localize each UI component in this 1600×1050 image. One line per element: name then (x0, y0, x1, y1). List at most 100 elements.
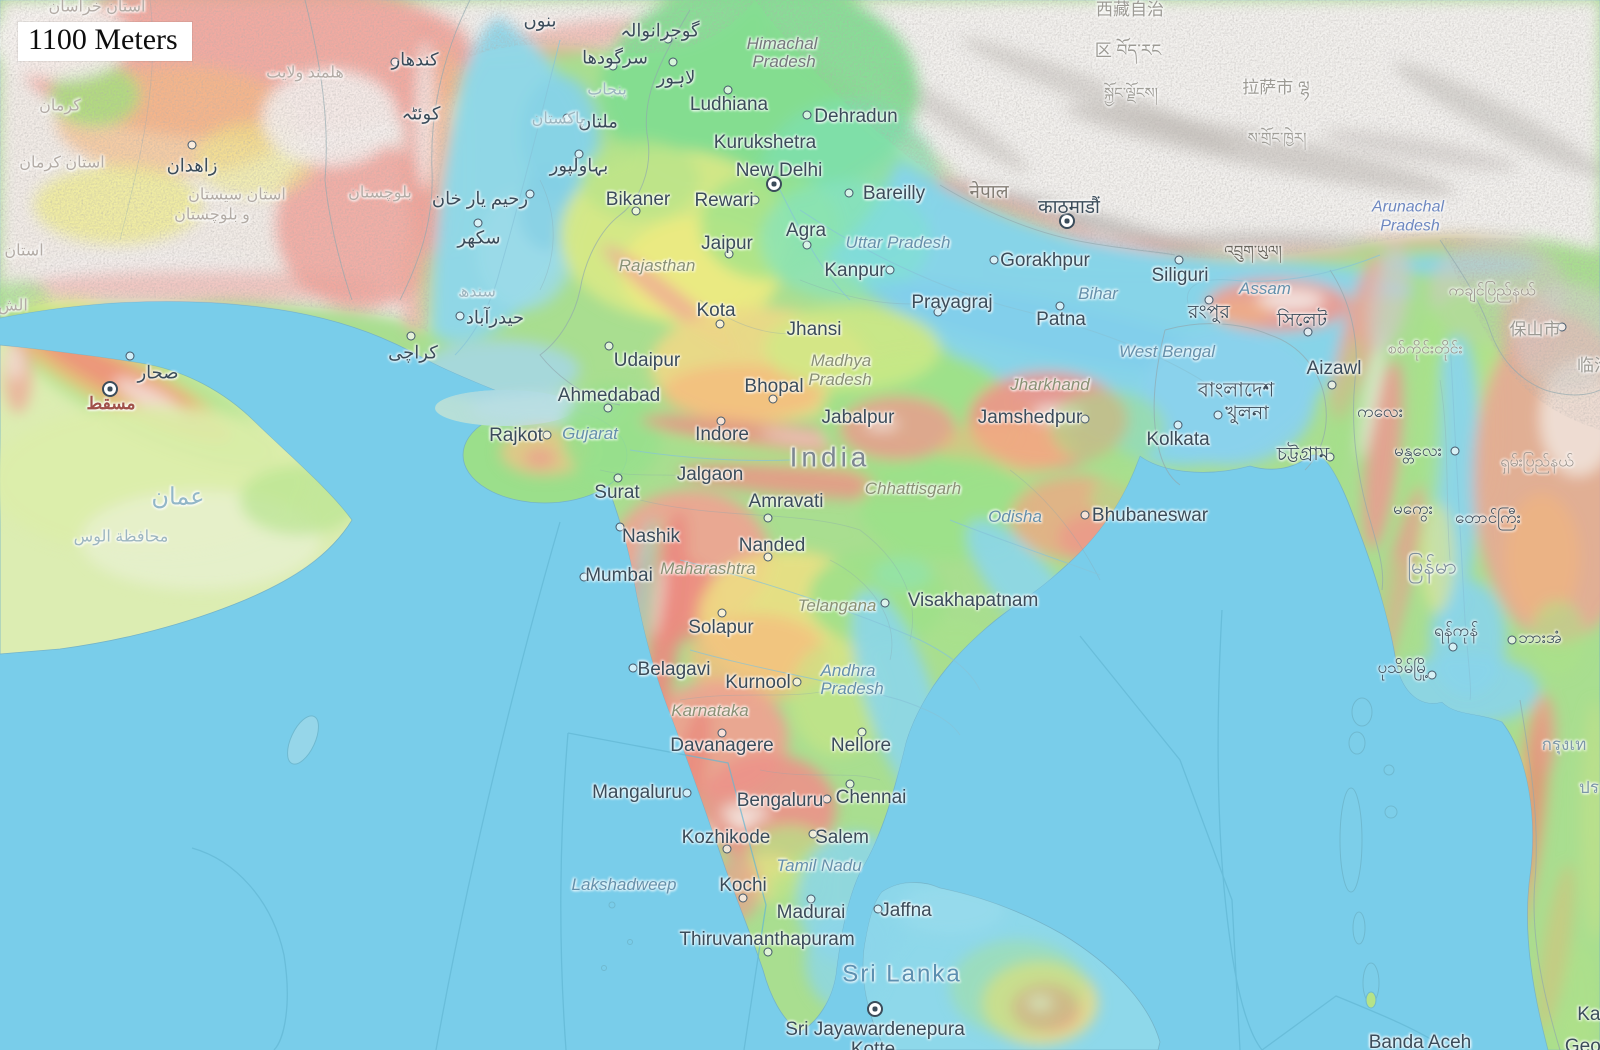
map-label-andhra-2: Pradesh (820, 679, 884, 699)
map-label-kanpur: Kanpur (824, 260, 886, 282)
city-marker-3 (631, 206, 641, 216)
map-label-lakshadweep: Lakshadweep (571, 875, 677, 895)
city-marker-65 (1427, 670, 1437, 680)
city-marker-55 (668, 57, 678, 67)
map-label-jamshedpur: Jamshedpur (977, 407, 1083, 429)
capital-marker-42 (867, 1001, 883, 1017)
map-label-kerman-city: کرمان (39, 97, 81, 115)
map-label-sargodha: سرگودھا (582, 47, 648, 68)
city-marker-14 (604, 341, 614, 351)
map-label-mandalay: မန္တလေး (1394, 441, 1442, 461)
map-label-khulna: খুলনা (1225, 403, 1269, 425)
city-marker-26 (579, 572, 589, 582)
map-label-bikaner: Bikaner (605, 189, 671, 211)
map-label-pr-partial: ปร (1579, 778, 1599, 798)
map-label-nepal: नेपाल (969, 182, 1009, 204)
capital-marker-45 (102, 381, 118, 397)
map-label-agra: Agra (785, 220, 827, 242)
city-marker-54 (406, 331, 416, 341)
map-label-maharashtra: Maharashtra (660, 559, 756, 579)
map-label-lincang: 临沧 (1577, 356, 1600, 376)
map-label-madhya-2: Pradesh (808, 370, 872, 390)
city-marker-37 (808, 829, 818, 839)
map-label-nanded: Nanded (738, 535, 806, 557)
map-label-telangana: Telangana (797, 596, 877, 616)
city-marker-51 (525, 189, 535, 199)
map-label-chhattisgarh: Chhattisgarh (864, 479, 962, 499)
city-marker-5 (844, 188, 854, 198)
map-label-lahore: لاہور (656, 67, 696, 88)
map-label-nashik: Nashik (621, 526, 681, 548)
city-marker-16 (603, 403, 613, 413)
map-label-sri-jayawardenepura: Sri Jayawardenepura (785, 1019, 965, 1041)
map-label-visakhapatnam: Visakhapatnam (907, 590, 1039, 612)
map-label-dehradun: Dehradun (814, 106, 898, 128)
city-marker-22 (763, 513, 773, 523)
map-label-kathmandu: काठमाडौं (1038, 197, 1100, 219)
map-label-bannu: بنوں (523, 10, 557, 31)
map-label-jalgaon: Jalgaon (676, 464, 744, 486)
map-label-belagavi: Belagavi (637, 659, 711, 681)
map-label-kurnool: Kurnool (725, 672, 791, 694)
map-label-rewari: Rewari (694, 190, 754, 212)
map-label-balochistan: بلوچستان (348, 184, 412, 202)
city-marker-21 (613, 473, 623, 483)
map-label-udaipur: Udaipur (613, 350, 681, 372)
state-borders (119, 0, 1451, 781)
map-label-pathein: ပုသိမ်မြို့ (1377, 658, 1429, 678)
map-label-rajkot: Rajkot (489, 425, 543, 447)
map-label-tamil-nadu: Tamil Nadu (776, 856, 862, 876)
city-marker-63 (1448, 642, 1458, 652)
map-label-punjab: پنجاب (587, 81, 627, 99)
city-marker-27 (880, 598, 890, 608)
map-label-mangaluru: Mangaluru (592, 782, 682, 804)
map-label-gujranwala: گوجرانوالہ (620, 20, 700, 41)
map-label-siliguri: Siliguri (1151, 265, 1209, 287)
map-label-bareilly: Bareilly (862, 183, 926, 205)
map-label-nellore: Nellore (830, 735, 892, 757)
city-marker-32 (857, 727, 867, 737)
map-label-taunggyi: တောင်ကြီး (1454, 508, 1522, 528)
map-label-kerman-prov: استان کرمان (19, 154, 105, 172)
city-marker-49 (562, 113, 572, 123)
map-label-jabalpur: Jabalpur (821, 407, 895, 429)
city-marker-40 (873, 904, 883, 914)
map-label-khorasan: استان خراسان (48, 0, 146, 16)
city-marker-28 (717, 608, 727, 618)
city-marker-33 (682, 788, 692, 798)
map-label-ostan-partial: استان (4, 242, 44, 260)
map-label-madurai: Madurai (776, 902, 846, 924)
map-label-banda-aceh: Banda Aceh (1368, 1032, 1472, 1050)
map-label-new-delhi: New Delhi (735, 160, 823, 182)
map-label-arunachal-1: Arunachal (1371, 198, 1445, 216)
city-marker-43 (1327, 380, 1337, 390)
map-label-sindh: سندھ (458, 283, 496, 301)
city-marker-56 (663, 34, 673, 44)
city-marker-7 (802, 240, 812, 250)
map-label-thiruvananthapuram: Thiruvananthapuram (679, 929, 855, 951)
city-marker-62 (1450, 446, 1460, 456)
map-label-helmand: هلمند ولایت (266, 64, 344, 82)
city-marker-4 (750, 195, 760, 205)
map-label-bhubaneswar: Bhubaneswar (1091, 505, 1209, 527)
map-label-myanmar: မြန်မာ (1407, 553, 1457, 579)
map-label-magway: မကွေး (1393, 499, 1433, 519)
map-label-bengaluru: Bengaluru (736, 790, 824, 812)
city-marker-17 (716, 416, 726, 426)
map-label-xizang-3: སྐྱོང་ལྗོངས། (1104, 85, 1158, 103)
map-label-bhopal: Bhopal (744, 376, 804, 398)
map-label-jharkhand: Jharkhand (1010, 375, 1090, 395)
map-label-west-bengal: West Bengal (1118, 342, 1216, 362)
map-label-sohar: صحار (137, 362, 179, 383)
city-marker-12 (1055, 301, 1065, 311)
map-label-sistan-1: استان سیستان (188, 186, 286, 204)
map-label-kozhikode: Kozhikode (681, 827, 771, 849)
map-label-kalay: ကလေး (1356, 402, 1404, 422)
map-label-geor-partial: Geor (1564, 1036, 1600, 1050)
map-label-rangpur: রংপুর (1188, 302, 1230, 324)
map-label-uttar-pradesh: Uttar Pradesh (845, 233, 951, 253)
city-marker-64 (1507, 635, 1517, 645)
city-marker-50 (574, 149, 584, 159)
map-label-muscat: مسقط (86, 394, 136, 414)
